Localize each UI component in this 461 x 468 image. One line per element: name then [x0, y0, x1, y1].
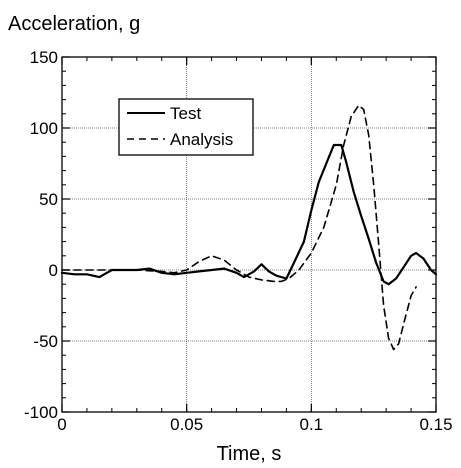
legend-box [118, 98, 254, 156]
y-tick-label: 50 [39, 190, 58, 209]
legend: Test Analysis [118, 98, 254, 156]
x-tick-label: 0.05 [170, 415, 203, 434]
y-tick-label: 0 [49, 261, 58, 280]
legend-label-analysis: Analysis [170, 130, 233, 149]
y-tick-label: -100 [24, 403, 58, 422]
series-line-analysis [61, 104, 417, 351]
x-tick-label: 0.1 [300, 415, 324, 434]
legend-label-test: Test [170, 104, 201, 123]
tick-labels: 0 0.05 0.1 0.15 -100 -50 0 50 100 150 [24, 48, 453, 434]
series-line-test [60, 143, 438, 286]
y-axis-title: Acceleration, g [8, 13, 140, 35]
y-tick-label: 150 [30, 48, 58, 67]
x-tick-label: 0 [57, 415, 66, 434]
y-tick-label: 100 [30, 119, 58, 138]
tick-marks [61, 56, 437, 413]
series-layer [60, 104, 438, 351]
y-tick-label: -50 [33, 332, 58, 351]
x-axis-title: Time, s [217, 443, 282, 465]
x-tick-label: 0.15 [419, 415, 452, 434]
plot-frame [61, 56, 437, 413]
